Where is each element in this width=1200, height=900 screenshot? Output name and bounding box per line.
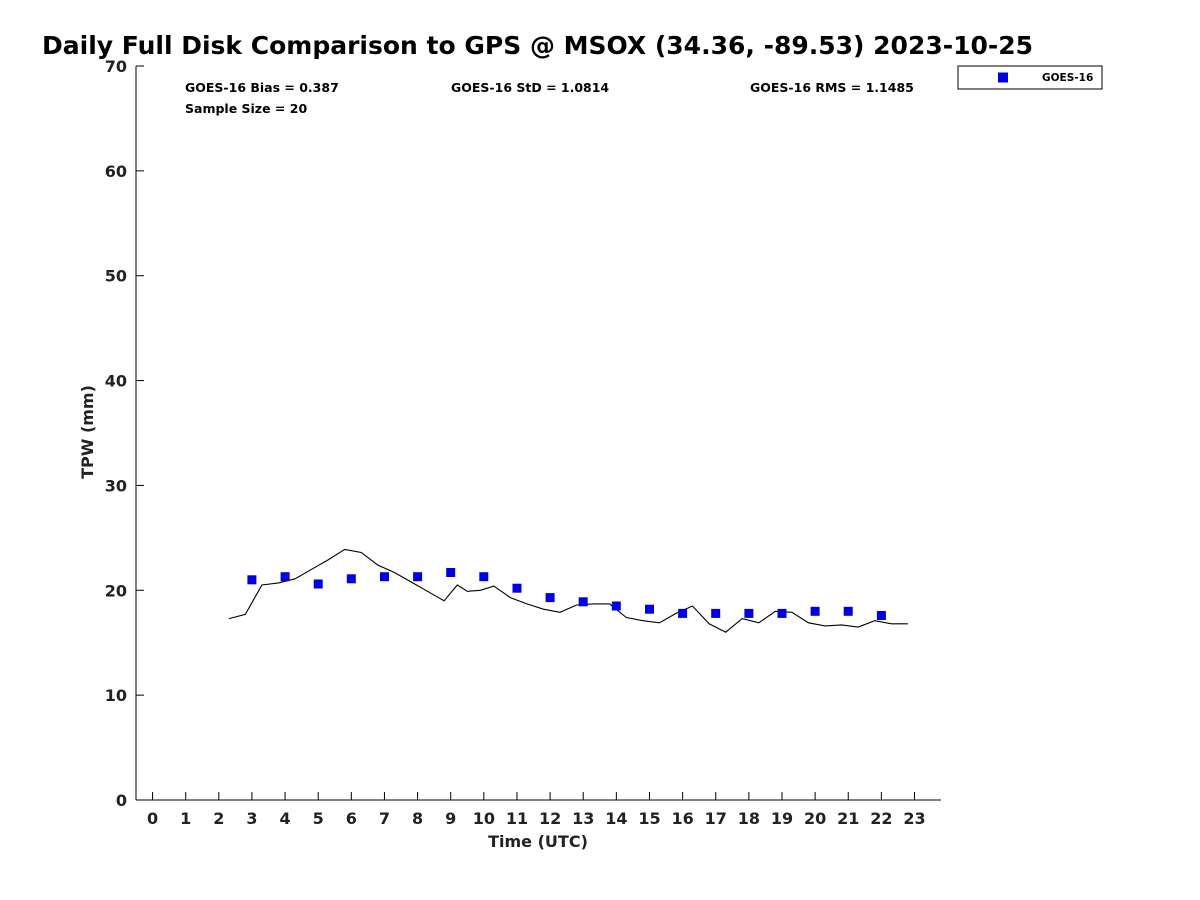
goes16-data-point bbox=[380, 572, 389, 582]
x-tick-label: 9 bbox=[445, 809, 456, 828]
goes16-data-point bbox=[876, 611, 886, 620]
goes16-data-point bbox=[678, 608, 688, 618]
y-tick-label: 20 bbox=[105, 581, 127, 600]
legend-box bbox=[957, 65, 1103, 90]
goes16-data-point bbox=[479, 572, 489, 582]
goes16-data-point bbox=[247, 575, 257, 585]
x-tick-label: 2 bbox=[213, 809, 224, 828]
stat-std: GOES-16 StD = 1.0814 bbox=[451, 80, 609, 95]
stat-bias: GOES-16 Bias = 0.387 bbox=[185, 80, 339, 95]
x-tick-label: 12 bbox=[539, 809, 561, 828]
x-tick-label: 10 bbox=[473, 809, 495, 828]
goes16-data-point bbox=[810, 606, 820, 616]
gps-series-line bbox=[228, 548, 908, 633]
goes16-data-point bbox=[711, 608, 721, 618]
y-axis-label: TPW (mm) bbox=[78, 385, 97, 479]
goes16-data-point bbox=[777, 608, 787, 618]
x-tick-label: 21 bbox=[837, 809, 859, 828]
goes16-data-point bbox=[843, 606, 853, 616]
x-tick-label: 6 bbox=[346, 809, 357, 828]
x-tick-label: 18 bbox=[738, 809, 760, 828]
goes16-data-point bbox=[446, 568, 456, 577]
x-tick-label: 4 bbox=[280, 809, 291, 828]
goes16-data-point bbox=[545, 593, 555, 603]
goes16-data-point bbox=[744, 608, 754, 618]
x-tick-label: 23 bbox=[903, 809, 925, 828]
legend-label: GOES-16 bbox=[1042, 72, 1093, 84]
x-tick-label: 5 bbox=[313, 809, 324, 828]
goes16-data-point bbox=[512, 583, 522, 593]
x-tick-label: 11 bbox=[506, 809, 528, 828]
stat-sample-size: Sample Size = 20 bbox=[185, 101, 307, 116]
goes16-data-point bbox=[578, 597, 588, 607]
goes16-data-point bbox=[313, 579, 323, 589]
y-tick-label: 40 bbox=[105, 372, 127, 391]
x-tick-label: 14 bbox=[605, 809, 627, 828]
y-tick-label: 10 bbox=[105, 686, 127, 705]
x-tick-label: 19 bbox=[771, 809, 793, 828]
goes16-data-point bbox=[280, 572, 290, 582]
x-tick-label: 0 bbox=[147, 809, 158, 828]
goes16-data-point bbox=[413, 572, 423, 582]
x-tick-label: 15 bbox=[638, 809, 660, 828]
x-tick-label: 7 bbox=[379, 809, 390, 828]
plot-area bbox=[228, 548, 908, 633]
x-tick-label: 16 bbox=[671, 809, 693, 828]
goes16-data-point bbox=[611, 601, 621, 611]
x-tick-label: 3 bbox=[246, 809, 257, 828]
chart-title: Daily Full Disk Comparison to GPS @ MSOX… bbox=[42, 31, 1033, 60]
x-tick-label: 8 bbox=[412, 809, 423, 828]
stat-rms: GOES-16 RMS = 1.1485 bbox=[750, 80, 914, 95]
legend: GOES-16 bbox=[957, 65, 1103, 90]
x-tick-label: 1 bbox=[180, 809, 191, 828]
legend-marker bbox=[998, 72, 1008, 83]
x-tick-label: 17 bbox=[705, 809, 727, 828]
y-tick-label: 0 bbox=[116, 791, 127, 810]
x-tick-label: 22 bbox=[870, 809, 892, 828]
x-tick-label: 20 bbox=[804, 809, 826, 828]
y-tick-label: 70 bbox=[105, 57, 127, 76]
y-tick-label: 50 bbox=[105, 267, 127, 286]
y-tick-label: 60 bbox=[105, 162, 127, 181]
x-axis-label: Time (UTC) bbox=[488, 832, 588, 851]
x-tick-label: 13 bbox=[572, 809, 594, 828]
goes16-data-point bbox=[645, 604, 654, 614]
goes16-data-point bbox=[346, 574, 356, 584]
y-tick-label: 30 bbox=[105, 476, 127, 495]
